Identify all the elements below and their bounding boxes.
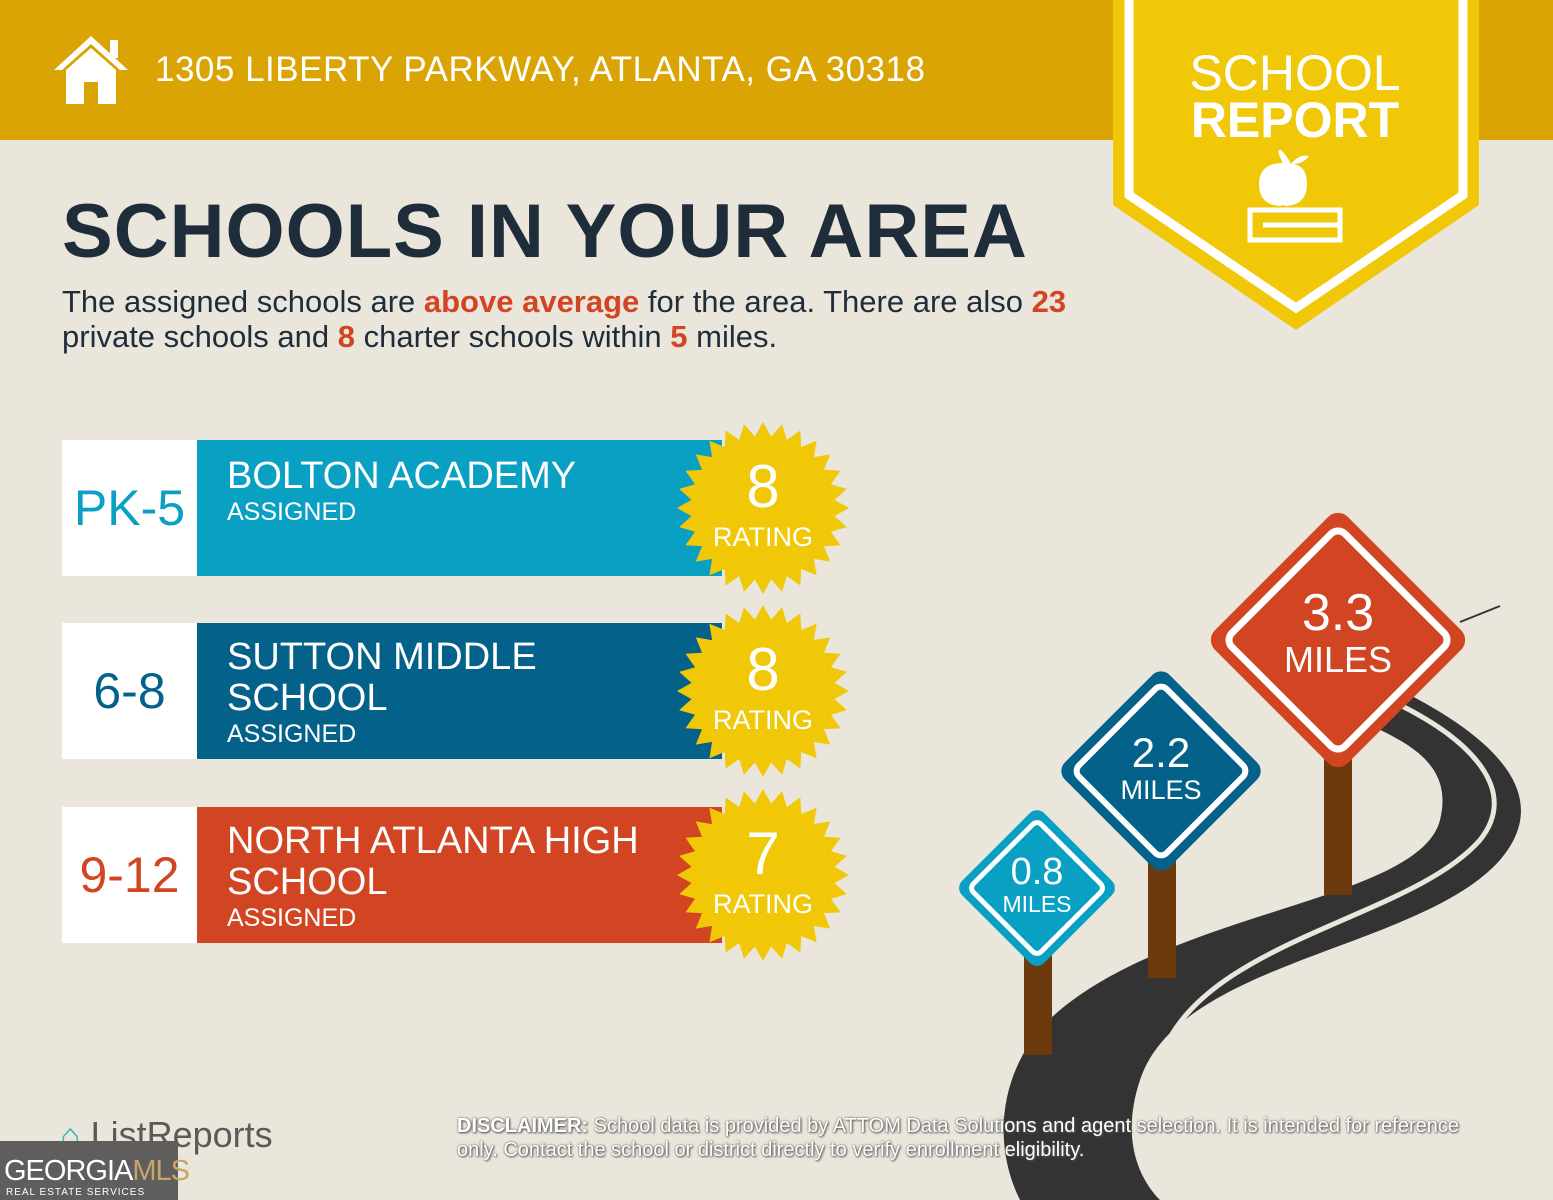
school-status: ASSIGNED	[227, 498, 357, 526]
distance-label: 3.3 MILES	[1283, 584, 1393, 680]
apple-on-book-icon	[1247, 149, 1343, 243]
rating-star-icon	[677, 605, 849, 777]
rating-label: RATING	[713, 889, 813, 919]
school-row-middle: 6-8 SUTTON MIDDLE SCHOOL ASSIGNED 8 RATIN…	[62, 605, 849, 777]
badge-title-line2: REPORT	[1190, 92, 1400, 148]
school-bar: NORTH ATLANTA HIGH SCHOOL ASSIGNED	[197, 807, 722, 943]
starburst-shape	[677, 422, 849, 594]
rating-label: RATING	[713, 522, 813, 552]
summary-text: The assigned schools are above average f…	[62, 284, 1067, 354]
school-name: NORTH ATLANTA HIGH SCHOOL	[227, 820, 639, 903]
school-name: BOLTON ACADEMY	[227, 455, 577, 497]
distance-sign-2.2	[1061, 671, 1261, 871]
property-address: 1305 LIBERTY PARKWAY, ATLANTA, GA 30318	[155, 50, 926, 89]
school-bar: SUTTON MIDDLE SCHOOL ASSIGNED	[197, 623, 722, 759]
badge-title-line1: SCHOOL	[1189, 45, 1401, 101]
house-icon	[54, 36, 128, 104]
rating-star-icon	[677, 789, 849, 961]
school-status: ASSIGNED	[227, 904, 357, 932]
school-report-badge	[1113, 0, 1479, 330]
rating-label: RATING	[713, 705, 813, 735]
distance-label: 2.2 MILES	[1120, 729, 1202, 806]
disclaimer-text: DISCLAIMER: School data is provided by A…	[457, 1115, 1459, 1161]
grade-range: 9-12	[62, 807, 197, 943]
school-bar: BOLTON ACADEMY ASSIGNED	[197, 440, 722, 576]
distance-sign-0.8	[959, 810, 1115, 966]
school-name: SUTTON MIDDLE SCHOOL	[227, 636, 537, 719]
starburst-shape	[677, 789, 849, 961]
school-row-high: 9-12 NORTH ATLANTA HIGH SCHOOL ASSIGNED 7…	[62, 789, 849, 961]
rating-value: 8	[746, 453, 780, 520]
school-row-elementary: PK-5 BOLTON ACADEMY ASSIGNED 8 RATING	[62, 422, 849, 594]
distance-label: 0.8 MILES	[1002, 851, 1072, 917]
page-title: SCHOOLS IN YOUR AREA	[62, 189, 1028, 274]
grade-range: PK-5	[62, 440, 197, 576]
rating-star-icon	[677, 422, 849, 594]
school-status: ASSIGNED	[227, 720, 357, 748]
georgia-mls-logo: GEORGIAMLS REAL ESTATE SERVICES	[0, 1141, 190, 1200]
starburst-shape	[677, 605, 849, 777]
rating-value: 8	[746, 636, 780, 703]
rating-value: 7	[746, 820, 780, 887]
distance-sign-3.3	[1210, 512, 1466, 768]
grade-range: 6-8	[62, 623, 197, 759]
